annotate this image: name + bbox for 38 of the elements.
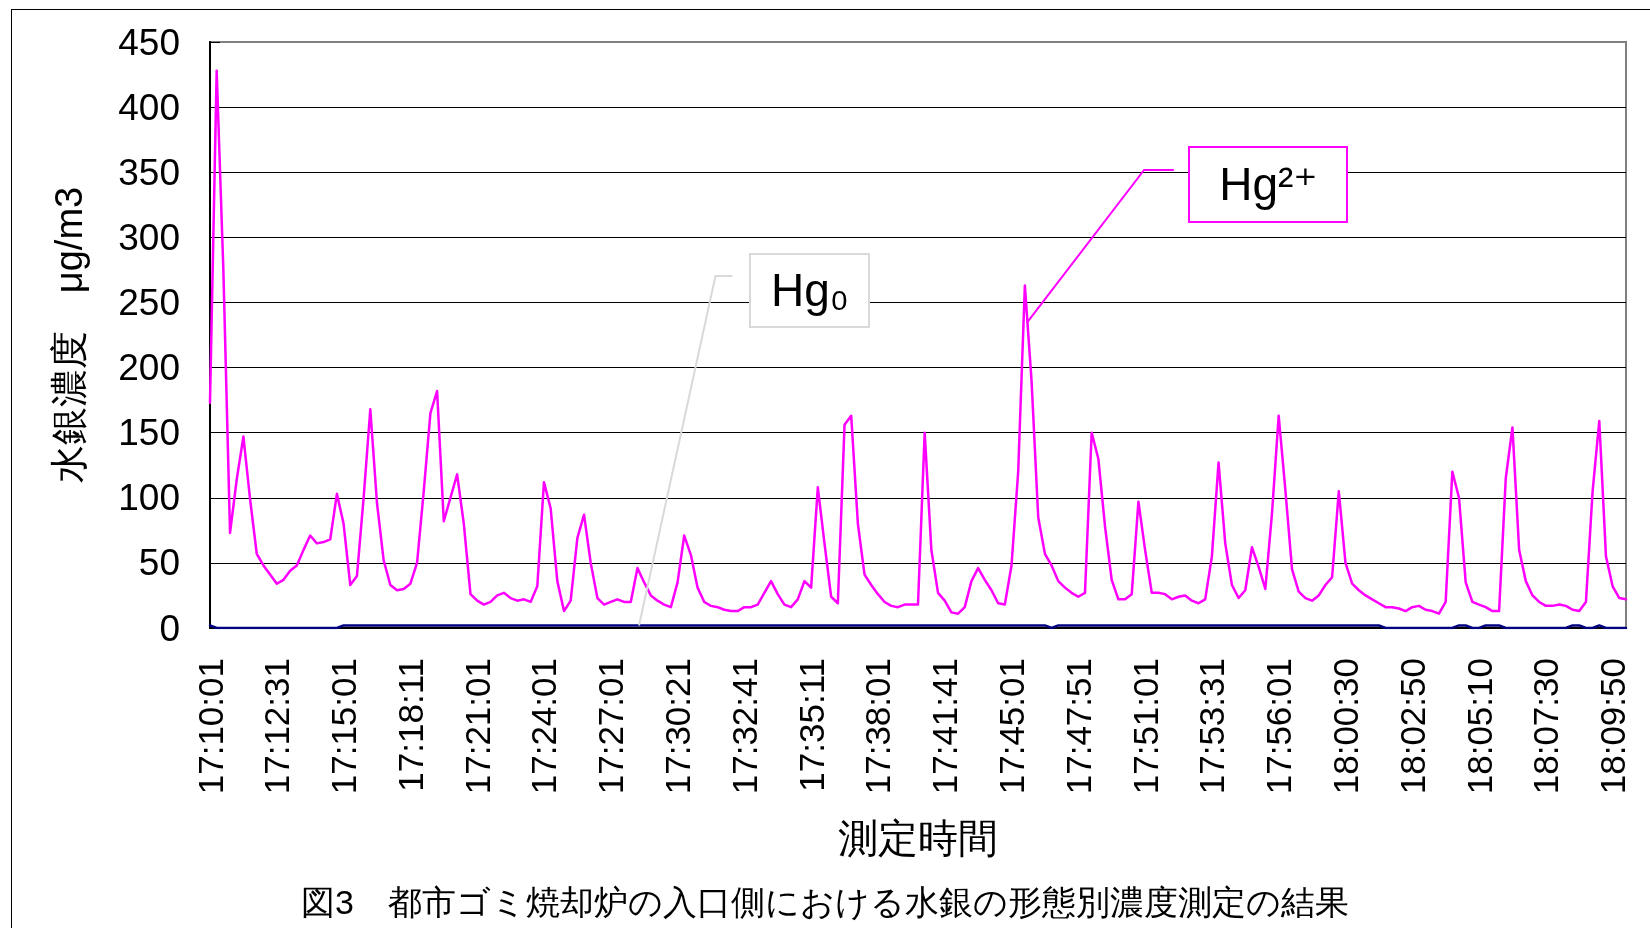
line-series — [208, 69, 1628, 615]
x-tick-label: 17:41:41 — [925, 658, 965, 795]
y-tick-label: 450 — [118, 21, 180, 63]
x-tick-label: 17:38:01 — [858, 658, 898, 795]
x-tick-label: 17:18:11 — [390, 658, 430, 792]
x-tick-label: 17:45:01 — [992, 658, 1032, 795]
x-tick-label: 18:09:50 — [1593, 658, 1633, 795]
x-tick-label: 17:24:01 — [524, 658, 564, 795]
text: Hg₀ — [771, 264, 849, 317]
x-tick-label: 17:53:31 — [1192, 658, 1232, 795]
y-tick-label: 200 — [118, 347, 180, 389]
x-tick-label: 17:15:01 — [324, 658, 364, 795]
x-tick-label: 18:02:50 — [1392, 658, 1432, 795]
x-tick-label: 18:05:10 — [1459, 658, 1499, 795]
y-tick-label: 350 — [118, 151, 180, 193]
x-tick-label: 17:27:01 — [591, 658, 631, 795]
y-tick-label: 250 — [118, 281, 180, 323]
x-tick-label: 17:47:51 — [1058, 658, 1098, 795]
y-tick-label: 100 — [118, 477, 180, 519]
x-tick-label: 18:00:30 — [1325, 658, 1365, 795]
x-tick-label: 17:51:01 — [1125, 658, 1165, 795]
x-tick-label: 17:21:01 — [457, 658, 497, 795]
x-axis-title: 測定時間 — [838, 816, 998, 860]
x-tick-label: 17:30:21 — [658, 658, 698, 795]
y-tick-label: 0 — [159, 607, 180, 649]
text: 図3 都市ゴミ焼却炉の入口側における水銀の形態別濃度測定の結果 — [301, 883, 1349, 921]
x-tick-label: 17:12:31 — [257, 658, 297, 795]
x-tick-label: 17:35:11 — [791, 658, 831, 792]
x-tick-label: 17:56:01 — [1259, 658, 1299, 795]
y-tick-label: 400 — [118, 86, 180, 128]
y-tick-label: 50 — [138, 542, 180, 584]
x-tick-label: 18:07:30 — [1526, 658, 1566, 795]
x-tick-label: 17:32:41 — [724, 658, 764, 795]
text: Hg²⁺ — [1219, 158, 1318, 211]
x-tick-label: 17:10:01 — [190, 658, 230, 795]
y-tick-label: 150 — [118, 412, 180, 454]
y-tick-label: 300 — [118, 216, 180, 258]
y-axis-title: 水銀濃度 μg/m3 — [48, 186, 90, 484]
